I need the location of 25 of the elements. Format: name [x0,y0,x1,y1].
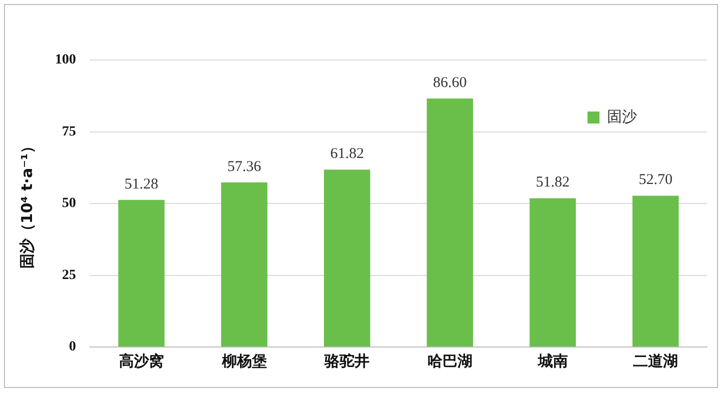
text: 51.28 [124,176,158,192]
x-tick-label: 骆驼井 [324,352,370,370]
y-tick-label: 25 [62,268,76,283]
text: 51.82 [536,174,570,191]
x-tick-label: 二道湖 [633,352,678,370]
text: 57.36 [227,158,262,175]
y-tick-label: 0 [69,340,76,355]
bar [632,196,679,346]
text: 52.70 [638,172,672,188]
bar [324,170,370,346]
x-tick-label: 高沙窝 [118,352,164,370]
bar [426,98,474,346]
bar [221,182,268,346]
y-tick-label: 75 [62,124,76,140]
x-tick-label: 柳杨堡 [220,352,267,370]
bar [530,198,576,346]
text: 61.82 [330,146,364,162]
x-tick-label: 哈巴湖 [427,352,472,370]
text: 86.60 [433,74,467,91]
bar [118,200,165,346]
legend-label: 固沙 [607,108,637,126]
y-tick-label: 100 [55,52,76,68]
x-tick-label: 城南 [536,352,568,370]
y-tick-label: 50 [62,196,76,212]
y-axis-title: 固沙（10⁴ t·a⁻¹） [18,138,36,269]
